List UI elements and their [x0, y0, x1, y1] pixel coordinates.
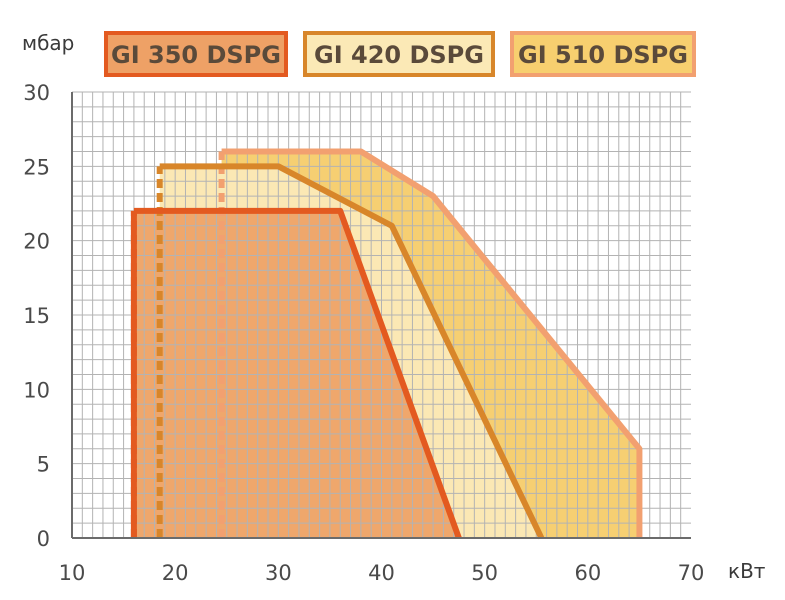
x-tick-label: 30 — [265, 561, 292, 585]
legend-swatch-gi-420-dspg — [303, 31, 495, 77]
series-line-gi-350-dspg — [133, 207, 462, 540]
x-axis-unit: кВт — [728, 559, 766, 583]
legend-label-gi-350-dspg: GI 350 DSPG — [111, 41, 281, 69]
chart-axes — [71, 92, 691, 539]
chart-series-lines — [130, 148, 643, 540]
y-tick-label: 30 — [23, 81, 50, 105]
y-tick-label: 15 — [23, 304, 50, 328]
legend-label-gi-420-dspg: GI 420 DSPG — [314, 41, 484, 69]
legend-swatch-gi-350-dspg — [104, 31, 288, 77]
legend-swatch-gi-510-dspg — [510, 31, 696, 77]
chart-tick-labels: 10 20 30 40 50 60 70 0 5 10 15 20 25 30 — [23, 81, 704, 585]
x-tick-label: 40 — [368, 561, 395, 585]
y-tick-label: 0 — [37, 527, 50, 551]
x-tick-label: 70 — [678, 561, 705, 585]
legend-label-gi-510-dspg: GI 510 DSPG — [518, 41, 688, 69]
x-tick-label: 20 — [162, 561, 189, 585]
chart-legend: GI 350 DSPG GI 420 DSPG GI 510 DSPG — [104, 31, 696, 77]
x-tick-label: 50 — [471, 561, 498, 585]
y-axis-unit: мбар — [22, 31, 74, 55]
y-tick-label: 5 — [37, 453, 50, 477]
x-tick-label: 60 — [574, 561, 601, 585]
chart-grid — [72, 91, 691, 538]
y-tick-label: 25 — [23, 155, 50, 179]
series-line-gi-510-dspg — [221, 148, 643, 538]
series-line-gi-420-dspg — [159, 163, 545, 540]
y-tick-label: 20 — [23, 230, 50, 254]
x-tick-label: 10 — [59, 561, 86, 585]
y-tick-label: 10 — [23, 378, 50, 402]
